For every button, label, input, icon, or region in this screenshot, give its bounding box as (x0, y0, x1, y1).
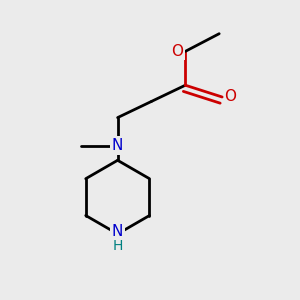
Text: O: O (171, 44, 183, 59)
Text: N: N (112, 224, 123, 239)
Text: H: H (112, 239, 123, 253)
Text: N: N (112, 138, 123, 153)
Text: O: O (224, 89, 236, 104)
